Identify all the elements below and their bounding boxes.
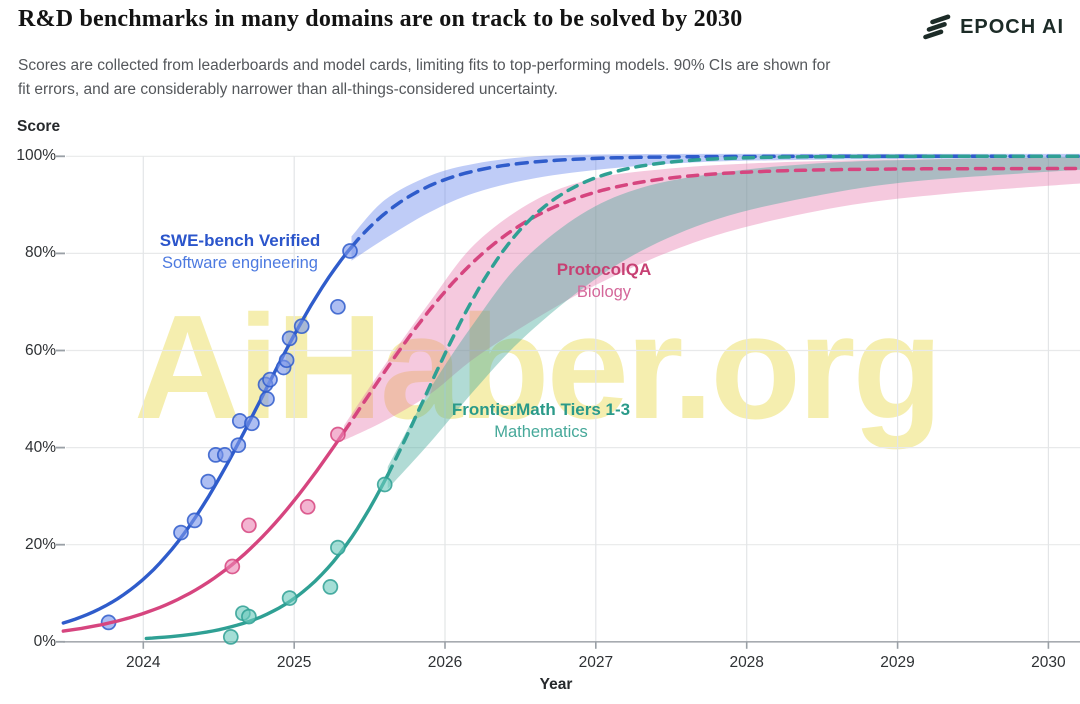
fit-curve-solid-1: [61, 245, 354, 625]
series-name: SWE-bench Verified: [159, 231, 321, 250]
series-name: FrontierMath Tiers 1-3: [451, 400, 631, 419]
series-name: ProtocolQA: [556, 260, 652, 279]
y-tick-80%: 80%: [24, 244, 56, 262]
epoch-ai-logo: EPOCH AI: [923, 13, 1064, 41]
y-tick-100%: 100%: [16, 147, 56, 165]
y-tick-40%: 40%: [24, 438, 56, 456]
epoch-ai-logo-icon: [923, 14, 951, 40]
epoch-ai-logo-text: EPOCH AI: [960, 15, 1064, 38]
x-tick-2025: 2025: [276, 654, 312, 671]
x-tick-2030: 2030: [1031, 654, 1066, 671]
subtitle-line-1: Scores are collected from leaderboards a…: [18, 57, 831, 74]
series-label-2: ProtocolQA Biology: [557, 259, 651, 303]
chart-subtitle: Scores are collected from leaderboards a…: [18, 54, 830, 101]
scatter-points-3: [222, 476, 393, 645]
fit-curve-extrapolated-3: [385, 154, 1080, 477]
x-axis-title: Year: [539, 676, 573, 693]
fit-curve-solid-3: [144, 473, 390, 641]
y-tick-60%: 60%: [24, 341, 56, 359]
watermark: AiHaber.org: [134, 285, 943, 450]
series-domain: Mathematics: [494, 423, 588, 441]
fit-curve-solid-2: [61, 430, 346, 633]
scatter-points-1: [100, 243, 358, 631]
subtitle-line-2: fit errors, and are considerably narrowe…: [18, 80, 558, 98]
x-tick-2028: 2028: [729, 654, 764, 671]
x-tick-2027: 2027: [578, 654, 614, 671]
y-tick-0%: 0%: [33, 632, 56, 650]
scatter-points-2: [224, 426, 346, 575]
page-title: R&D benchmarks in many domains are on tr…: [18, 6, 743, 32]
x-tick-2029: 2029: [880, 654, 915, 671]
series-domain: Biology: [576, 283, 632, 301]
ci-band-3: [387, 156, 1080, 489]
x-tick-2026: 2026: [427, 654, 463, 671]
y-axis-title: Score: [17, 118, 61, 135]
fit-curve-extrapolated-2: [342, 166, 1080, 434]
gridlines: [66, 155, 1080, 642]
series-domain: Software engineering: [162, 254, 318, 272]
series-label-3: FrontierMath Tiers 1-3 Mathematics: [452, 399, 630, 443]
x-tick-2024: 2024: [126, 654, 161, 671]
ci-band-2: [343, 157, 1080, 441]
series-label-1: SWE-bench Verified Software engineering: [160, 230, 321, 274]
y-tick-20%: 20%: [24, 535, 56, 553]
